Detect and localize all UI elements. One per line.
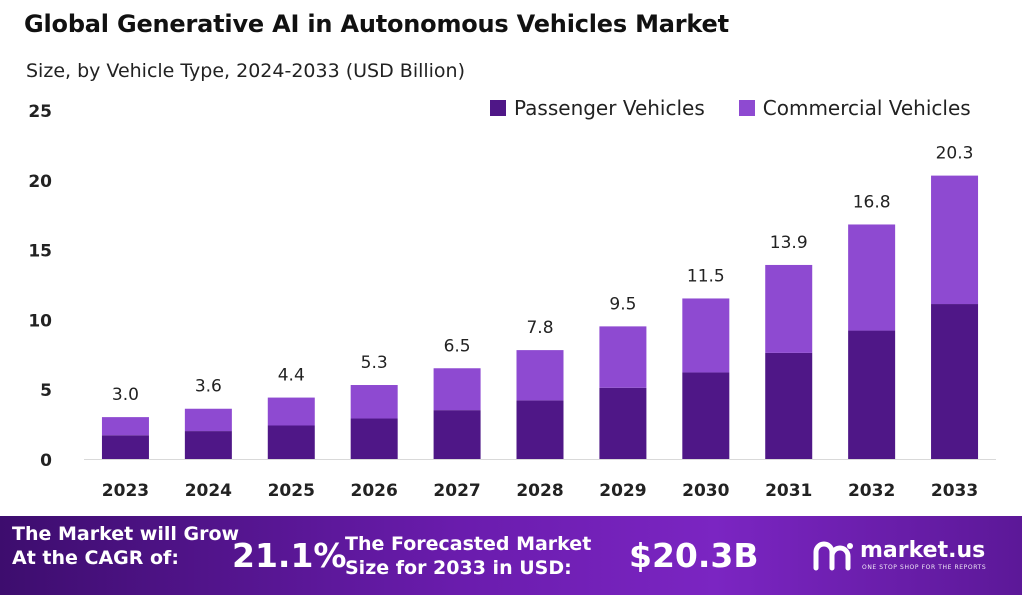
stacked-bar-chart: 05101520253.020233.620244.420255.320266.…: [28, 102, 996, 501]
bar-segment-passenger: [848, 330, 896, 459]
bar-segment-passenger: [682, 372, 730, 459]
bar-segment-commercial: [433, 368, 481, 411]
x-tick-label: 2027: [433, 481, 480, 501]
bar-total-label: 6.5: [444, 336, 471, 356]
x-tick-label: 2031: [765, 481, 812, 501]
legend-item-passenger: Passenger Vehicles: [490, 96, 705, 120]
y-tick-label: 15: [28, 242, 52, 262]
y-tick-label: 20: [28, 172, 52, 192]
bar-segment-passenger: [931, 304, 979, 459]
x-tick-label: 2030: [682, 481, 729, 501]
x-tick-label: 2023: [102, 481, 149, 501]
bar-segment-commercial: [765, 264, 813, 353]
cagr-label: The Market will Grow At the CAGR of:: [12, 523, 240, 569]
bar-total-label: 5.3: [361, 353, 388, 373]
forecast-value: $20.3B: [629, 536, 759, 575]
cagr-value: 21.1%: [232, 536, 347, 575]
bar-segment-commercial: [184, 408, 232, 432]
legend-swatch-passenger: [490, 100, 506, 116]
bar-segment-commercial: [267, 397, 315, 426]
x-tick-label: 2032: [848, 481, 895, 501]
bar-total-label: 7.8: [526, 318, 553, 338]
bar-segment-passenger: [433, 410, 481, 459]
bar-segment-passenger: [350, 418, 398, 459]
bar-segment-passenger: [765, 352, 813, 459]
bar-segment-passenger: [516, 400, 564, 459]
legend-swatch-commercial: [738, 100, 755, 116]
bar-segment-commercial: [931, 175, 979, 305]
bar-segment-commercial: [599, 326, 647, 388]
bar-total-label: 20.3: [936, 144, 974, 164]
brand-tagline: ONE STOP SHOP FOR THE REPORTS: [862, 564, 987, 571]
bar-total-label: 16.8: [853, 192, 891, 212]
bar-segment-commercial: [848, 224, 896, 331]
bar-segment-commercial: [682, 298, 730, 373]
legend-label-passenger: Passenger Vehicles: [514, 96, 705, 120]
x-tick-label: 2024: [185, 481, 232, 501]
bar-total-label: 3.0: [112, 385, 139, 405]
market-us-logo-icon: [813, 541, 853, 571]
bar-segment-commercial: [516, 350, 564, 401]
y-tick-label: 5: [40, 381, 52, 401]
bar-total-label: 3.6: [195, 377, 222, 397]
bar-segment-passenger: [184, 431, 232, 459]
brand-name: market.us: [860, 538, 986, 563]
x-tick-label: 2025: [268, 481, 315, 501]
x-tick-label: 2028: [516, 481, 563, 501]
x-tick-label: 2026: [351, 481, 398, 501]
bar-segment-passenger: [267, 425, 315, 459]
y-tick-label: 0: [40, 451, 52, 471]
legend: Passenger Vehicles Commercial Vehicles: [490, 93, 971, 123]
x-tick-label: 2029: [599, 481, 646, 501]
y-tick-label: 10: [28, 311, 52, 331]
legend-item-commercial: Commercial Vehicles: [738, 96, 971, 120]
bar-segment-passenger: [101, 435, 149, 459]
bar-total-label: 13.9: [770, 233, 808, 253]
bar-total-label: 4.4: [278, 366, 305, 386]
bar-total-label: 11.5: [687, 266, 725, 286]
chart-subtitle: Size, by Vehicle Type, 2024-2033 (USD Bi…: [26, 60, 466, 82]
x-tick-label: 2033: [931, 481, 978, 501]
forecast-label: The Forecasted Market Size for 2033 in U…: [345, 533, 592, 579]
chart-title: Global Generative AI in Autonomous Vehic…: [24, 10, 729, 38]
footer-banner: The Market will Grow At the CAGR of: 21.…: [0, 516, 1022, 595]
legend-label-commercial: Commercial Vehicles: [762, 96, 971, 120]
y-tick-label: 25: [28, 102, 52, 122]
bar-segment-passenger: [599, 387, 647, 459]
bar-total-label: 9.5: [609, 294, 636, 314]
bar-segment-commercial: [350, 385, 398, 419]
bar-segment-commercial: [101, 417, 149, 436]
